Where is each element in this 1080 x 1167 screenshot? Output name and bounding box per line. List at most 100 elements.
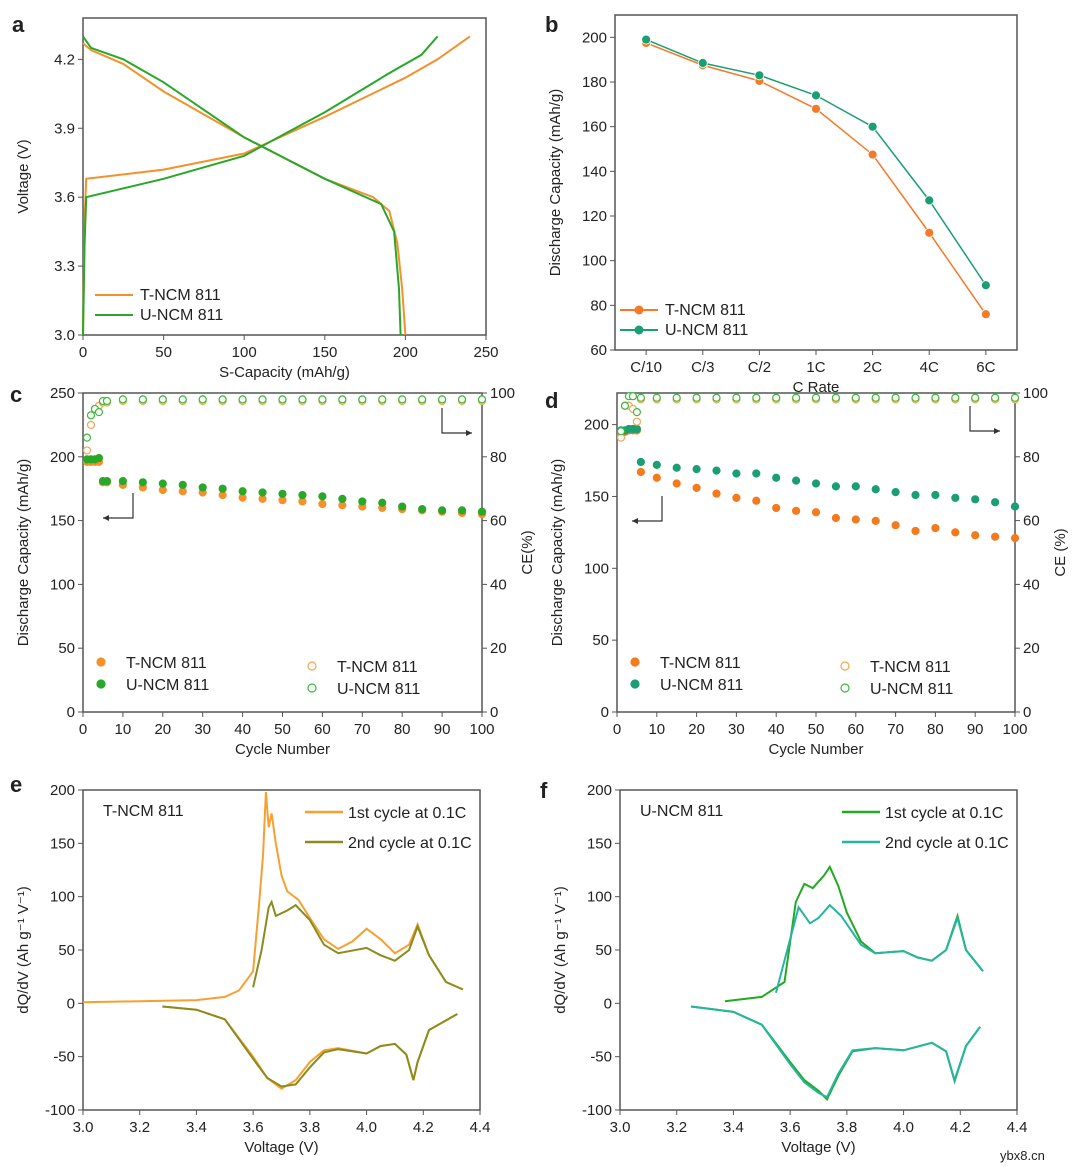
data-point	[138, 395, 147, 404]
data-point	[652, 473, 661, 482]
data-point	[178, 480, 187, 489]
x-tick-label: 20	[154, 721, 171, 738]
series-3	[616, 392, 1020, 436]
legend-label: U-NCM 811	[660, 677, 743, 694]
data-point	[636, 393, 645, 402]
legend-label: U-NCM 811	[126, 677, 209, 694]
x-tick-label: 3.8	[836, 1119, 857, 1136]
y-axis-label: Discharge Capacity (mAh/g)	[549, 459, 566, 647]
x-tick-label: 150	[312, 344, 337, 361]
y-tick-label: -50	[590, 1049, 612, 1066]
data-point	[338, 395, 347, 404]
data-point	[1010, 502, 1020, 511]
series-1	[641, 34, 991, 291]
series-line	[690, 1005, 981, 1099]
x-tick-label: 3.6	[243, 1119, 264, 1136]
legend-marker	[96, 657, 106, 667]
x-tick-label: 70	[887, 721, 904, 738]
y-tick-label: 50	[58, 640, 75, 657]
data-point	[258, 395, 267, 404]
x-tick-label: 3.2	[129, 1119, 150, 1136]
x-tick-label: 90	[434, 721, 451, 738]
y2-tick-label: 20	[490, 640, 507, 657]
data-point	[94, 453, 104, 463]
data-point	[652, 393, 661, 402]
data-point	[752, 469, 761, 478]
y2-axis-label: CE(%)	[519, 530, 536, 574]
x-tick-label: 4C	[920, 359, 939, 376]
data-point	[477, 507, 487, 516]
data-point	[924, 227, 935, 238]
data-point	[358, 497, 367, 506]
x-tick-label: 60	[847, 721, 864, 738]
y-tick-label: 200	[584, 417, 609, 434]
x-tick-label: 3.4	[186, 1119, 207, 1136]
y-tick-label: 200	[50, 449, 75, 466]
y-tick-label: 0	[67, 995, 75, 1012]
y-axis-label: Discharge Capacity (mAh/g)	[547, 89, 564, 277]
data-point	[102, 476, 112, 486]
arrow-head-icon	[466, 430, 472, 436]
y-tick-label: 180	[582, 74, 607, 91]
data-point	[632, 417, 642, 426]
legend-label: T-NCM 811	[126, 655, 207, 672]
x-tick-label: 4.0	[893, 1119, 914, 1136]
y-axis-label: dQ/dV (Ah g⁻¹ V⁻¹)	[15, 886, 32, 1014]
series-line	[252, 899, 464, 991]
watermark: ybx8.cn	[1000, 1148, 1045, 1163]
x-tick-label: 100	[1002, 721, 1027, 738]
data-point	[457, 395, 467, 404]
data-point	[86, 420, 96, 429]
y-tick-label: 3.9	[54, 120, 75, 137]
legend-marker	[307, 661, 317, 671]
data-point	[971, 393, 980, 402]
data-point	[831, 393, 841, 402]
x-tick-label: 3.4	[723, 1119, 744, 1136]
y-tick-label: 0	[604, 995, 612, 1012]
data-point	[871, 393, 880, 402]
data-point	[692, 393, 701, 402]
x-tick-label: C/3	[691, 359, 714, 376]
y-tick-label: 150	[50, 513, 75, 530]
data-point	[1010, 534, 1020, 543]
data-point	[636, 457, 645, 467]
data-point	[692, 465, 701, 474]
data-point	[891, 521, 900, 530]
data-point	[418, 505, 427, 514]
y-tick-label: 150	[584, 488, 609, 505]
data-point	[732, 393, 741, 402]
data-point	[198, 395, 207, 404]
data-point	[398, 395, 407, 404]
data-point	[811, 90, 821, 101]
legend-label: U-NCM 811	[870, 681, 953, 698]
x-tick-label: 4.2	[950, 1119, 971, 1136]
right-axis-arrow	[441, 408, 472, 434]
legend-label: T-NCM 811	[140, 287, 221, 304]
legend-label: U-NCM 811	[140, 307, 223, 324]
data-point	[118, 476, 128, 486]
y-tick-label: 150	[50, 835, 75, 852]
data-point	[318, 395, 327, 404]
plot-frame	[82, 17, 487, 336]
legend-marker	[630, 657, 640, 667]
legend-label: 2nd cycle at 0.1C	[348, 835, 472, 852]
data-point	[990, 393, 1000, 402]
panel-label: b	[545, 12, 558, 37]
data-point	[258, 488, 267, 497]
data-point	[278, 489, 287, 498]
legend-marker	[634, 305, 644, 315]
series-line	[645, 42, 987, 315]
legend-marker	[840, 661, 850, 671]
series-0	[641, 38, 991, 320]
y-tick-label: 160	[582, 119, 607, 136]
x-axis-label: Cycle Number	[235, 741, 330, 758]
y-tick-label: 150	[587, 835, 612, 852]
data-point	[871, 516, 880, 525]
x-tick-label: 40	[768, 721, 785, 738]
arrow-head-icon	[632, 518, 638, 524]
x-tick-label: 1C	[806, 359, 825, 376]
data-point	[980, 309, 991, 320]
panel-label: a	[12, 12, 25, 37]
data-point	[102, 396, 112, 406]
data-point	[951, 493, 960, 502]
